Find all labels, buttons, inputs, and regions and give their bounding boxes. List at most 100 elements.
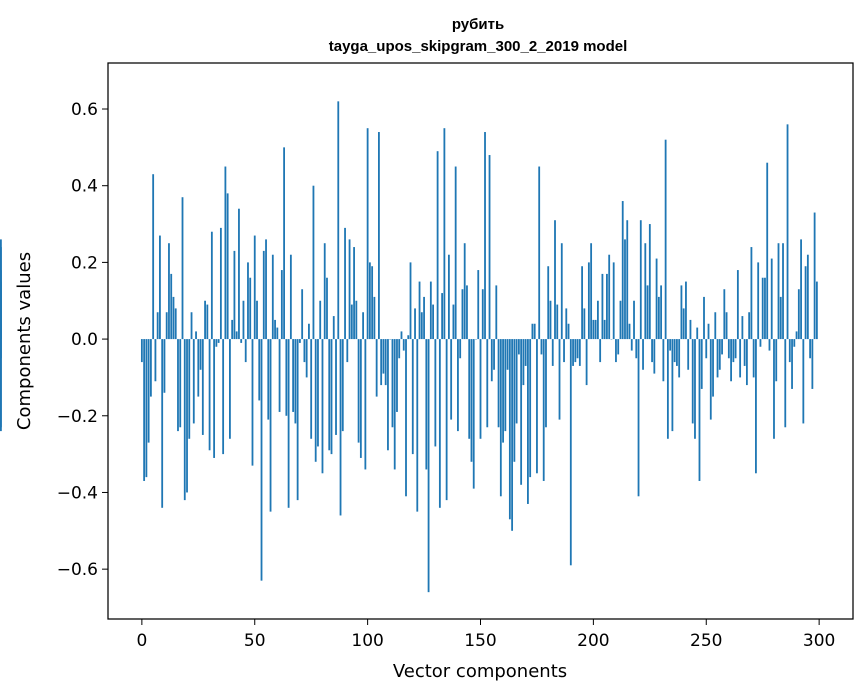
bar-160 [502, 339, 504, 443]
bar-58 [272, 255, 274, 339]
bar-288 [791, 339, 793, 389]
bar-73 [306, 339, 308, 377]
bar-218 [633, 301, 635, 339]
bar-60 [276, 328, 278, 340]
bar-111 [392, 339, 394, 427]
bar-28 [204, 301, 206, 339]
bar-83 [328, 339, 330, 450]
bar-159 [500, 339, 502, 496]
x-tick-label: 50 [244, 631, 266, 651]
bar-263 [735, 339, 737, 358]
bar-234 [669, 339, 671, 351]
bar-230 [660, 285, 662, 339]
bar-126 [425, 339, 427, 469]
bar-91 [346, 339, 348, 362]
y-axis-label: Components values [14, 252, 35, 430]
bar-173 [532, 324, 534, 339]
bar-247 [699, 339, 701, 481]
bar-169 [522, 339, 524, 385]
bar-290 [796, 331, 798, 339]
bar-268 [746, 339, 748, 385]
bar-278 [769, 339, 771, 351]
bar-134 [443, 128, 445, 339]
bar-177 [541, 339, 543, 354]
bar-189 [568, 324, 570, 339]
bar-37 [224, 167, 226, 340]
bar-72 [304, 339, 306, 362]
bar-36 [222, 339, 224, 454]
bar-244 [692, 339, 694, 423]
bar-1 [143, 339, 145, 481]
bar-259 [726, 312, 728, 339]
bar-223 [644, 243, 646, 339]
bar-116 [403, 339, 405, 351]
bar-56 [267, 339, 269, 420]
bar-279 [771, 259, 773, 340]
bar-3 [148, 339, 150, 443]
bar-285 [784, 339, 786, 427]
x-tick-label: 200 [577, 631, 609, 651]
bar-50 [254, 236, 256, 340]
bar-119 [410, 262, 412, 339]
bar-20 [186, 339, 188, 492]
x-tick-label: 150 [464, 631, 496, 651]
bar-211 [617, 339, 619, 354]
bar-132 [439, 339, 441, 508]
bar-275 [762, 278, 764, 339]
bar-77 [315, 339, 317, 462]
bar-137 [450, 339, 452, 420]
bar-147 [473, 339, 475, 489]
bar-23 [193, 339, 195, 423]
bar-182 [552, 339, 554, 366]
bar-84 [331, 339, 333, 454]
bar-49 [252, 339, 254, 466]
bar-272 [755, 339, 757, 473]
bar-96 [358, 339, 360, 443]
bar-undefined [0, 339, 2, 358]
bar-221 [640, 220, 642, 339]
bar-125 [423, 297, 425, 339]
bar-109 [387, 339, 389, 450]
bar-226 [651, 339, 653, 362]
bar-237 [676, 339, 678, 366]
bar-54 [263, 251, 265, 339]
bar-154 [489, 155, 491, 339]
bar-184 [556, 305, 558, 340]
bar-202 [597, 301, 599, 339]
bar-38 [227, 193, 229, 339]
bar-222 [642, 339, 644, 370]
bar-199 [590, 243, 592, 339]
bar-172 [529, 339, 531, 477]
bar-294 [805, 266, 807, 339]
bar-156 [493, 339, 495, 370]
bar-206 [606, 274, 608, 339]
bar-225 [649, 224, 651, 339]
bar-245 [694, 339, 696, 439]
bar-117 [405, 339, 407, 496]
bar-229 [658, 297, 660, 339]
bar-194 [579, 339, 581, 366]
bar-93 [351, 305, 353, 340]
bar-204 [602, 274, 604, 339]
bar-29 [206, 305, 208, 340]
bar-267 [744, 339, 746, 366]
bar-291 [798, 289, 800, 339]
y-tick-label: 0.4 [71, 177, 98, 197]
bar-123 [419, 282, 421, 340]
bar-170 [525, 339, 527, 366]
x-tick-label: 100 [351, 631, 383, 651]
bar-127 [428, 339, 430, 592]
bar-135 [446, 339, 448, 500]
bar-174 [534, 324, 536, 339]
bar-233 [667, 339, 669, 439]
bar-270 [751, 247, 753, 339]
bar-31 [211, 232, 213, 339]
y-tick-label: 0.6 [71, 100, 98, 120]
bar-79 [319, 301, 321, 339]
bar-256 [719, 339, 721, 370]
bar-80 [322, 339, 324, 473]
bar-16 [177, 339, 179, 431]
bar-130 [434, 339, 436, 446]
bar-283 [780, 297, 782, 339]
